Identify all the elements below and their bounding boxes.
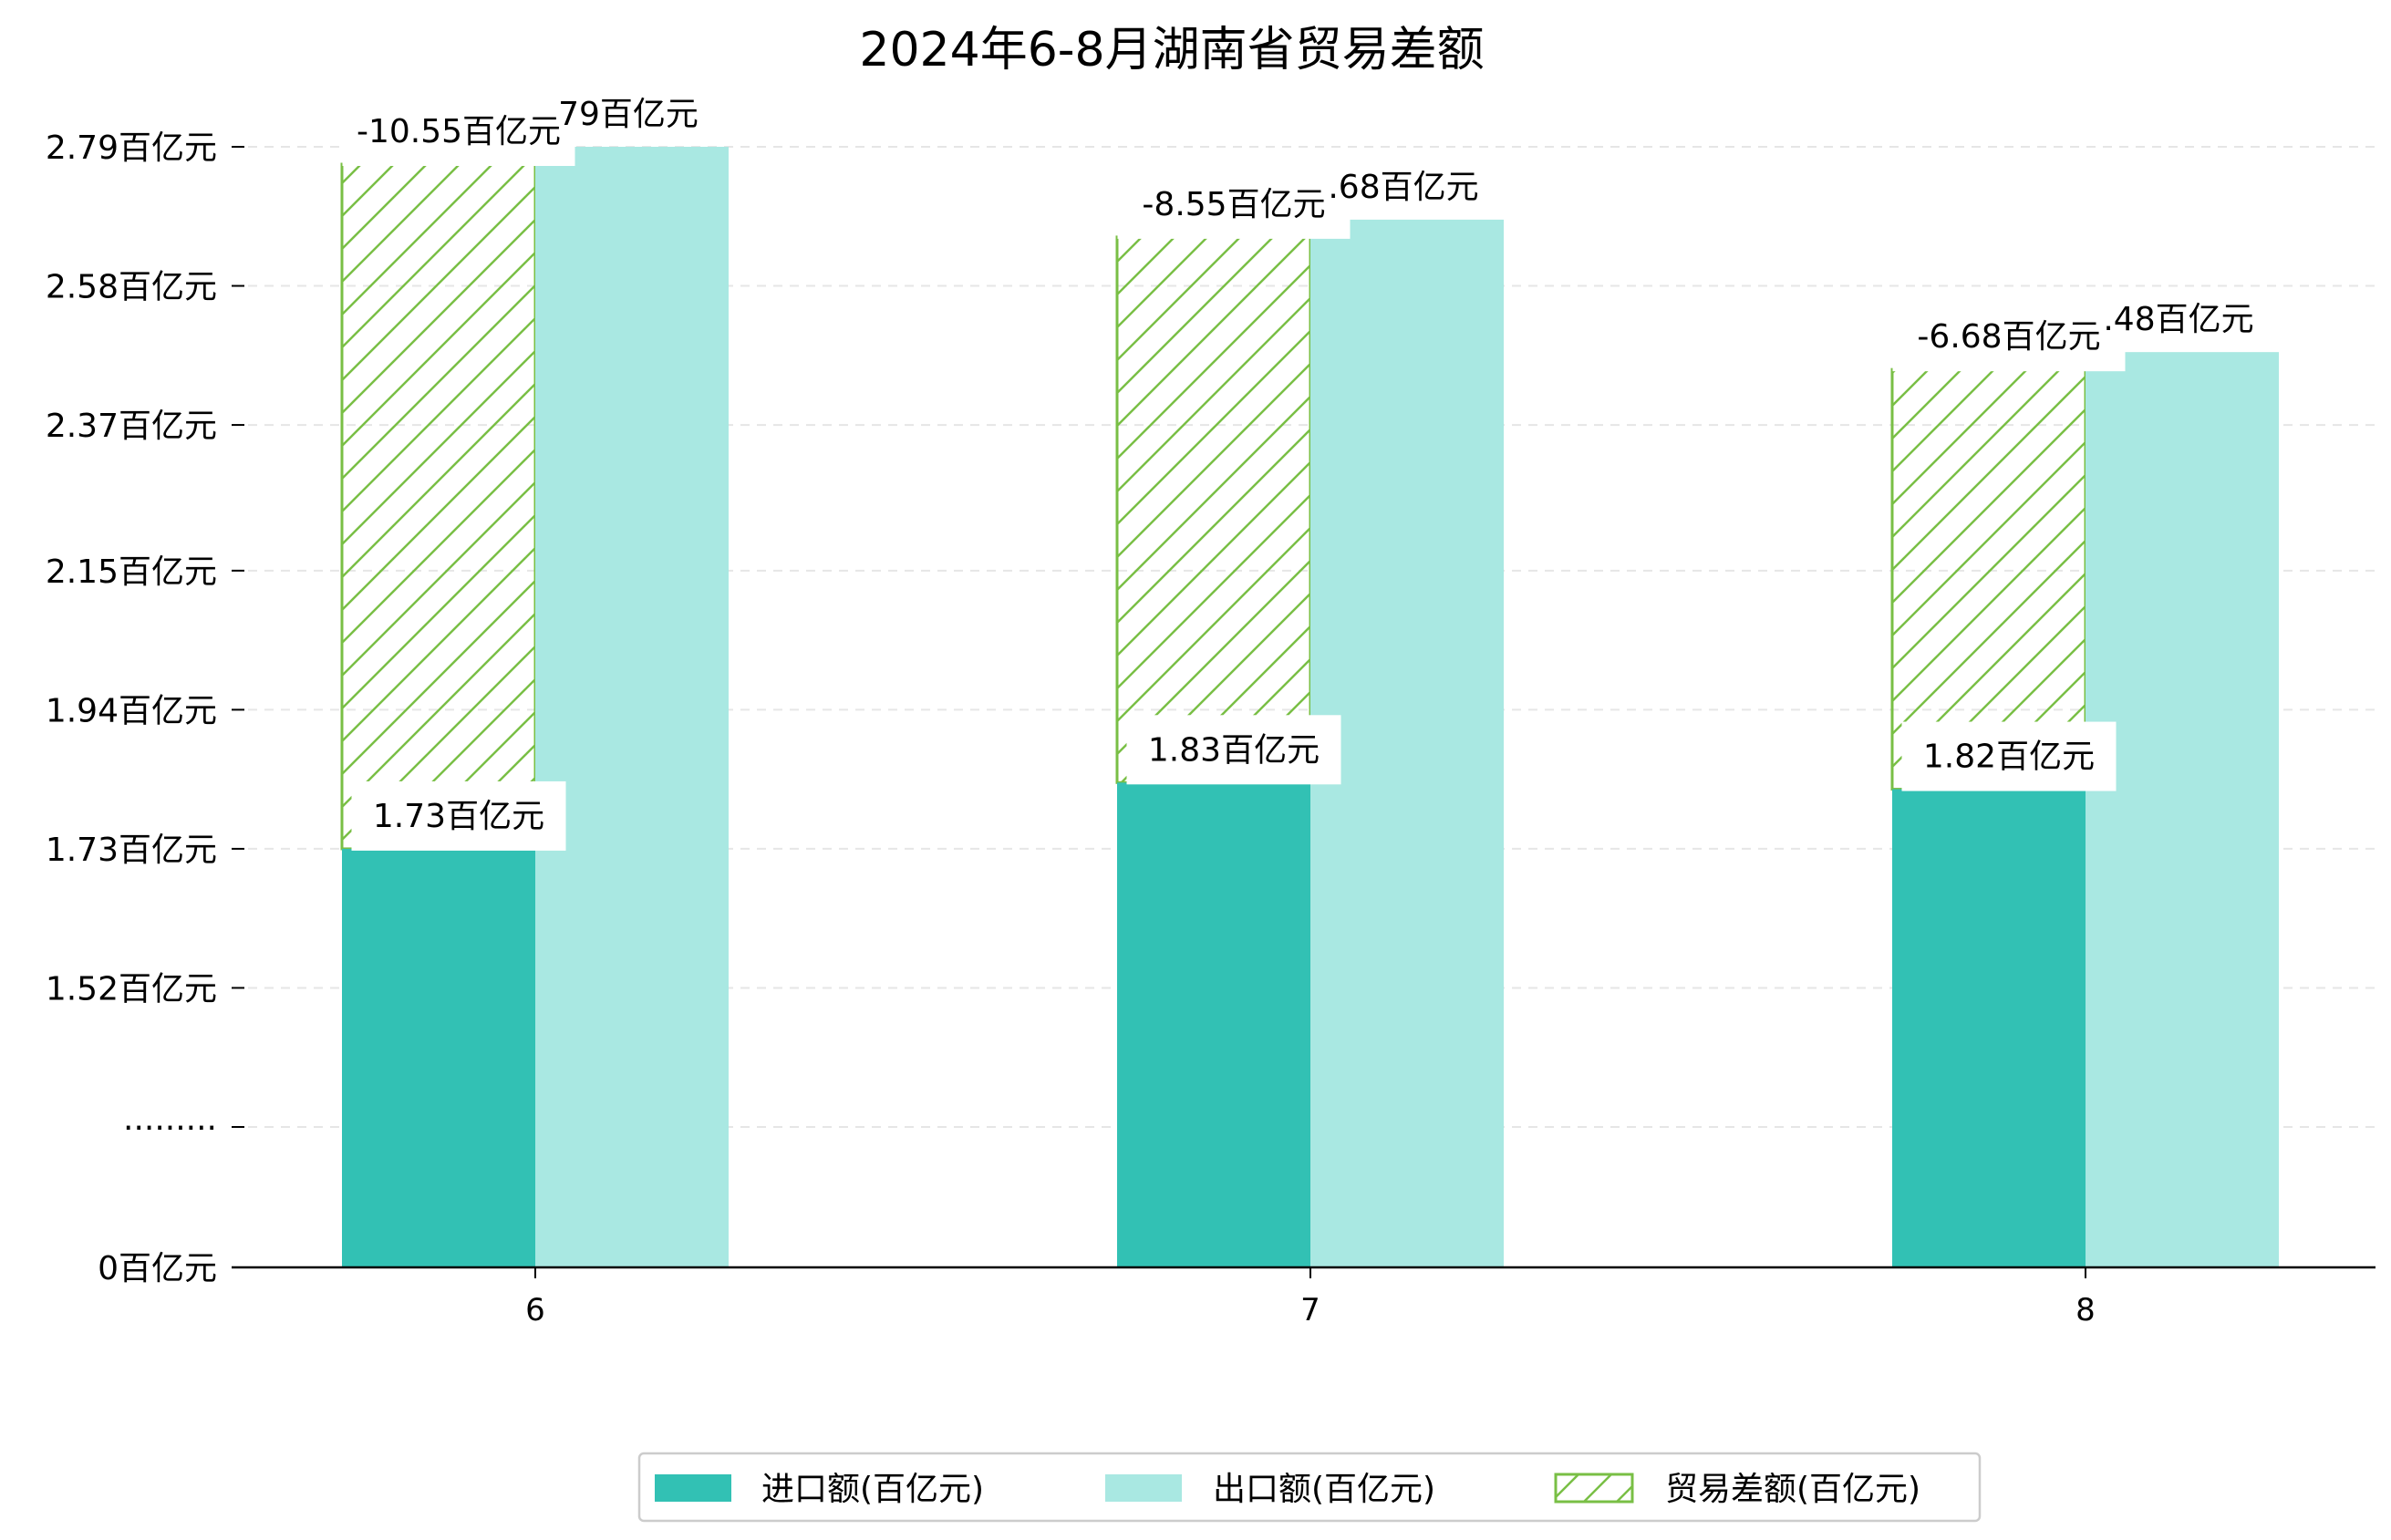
y-tick-label: 0百亿元 xyxy=(98,1250,217,1287)
bar-export xyxy=(1310,219,1504,1267)
legend-label: 出口额(百亿元) xyxy=(1213,1471,1435,1508)
legend: 进口额(百亿元) 出口额(百亿元) 贸易差额(百亿元) xyxy=(637,1452,1982,1523)
legend-label: 进口额(百亿元) xyxy=(761,1471,984,1508)
bar-import xyxy=(342,848,535,1267)
y-axis-ticks: 0百亿元 ········· 1.52百亿元 1.73百亿元 1.94百亿元 2.15百亿… xyxy=(46,129,244,1287)
bar-export xyxy=(2086,352,2279,1267)
trade-balance-value-label: -8.55百亿元 xyxy=(1142,186,1325,223)
legend-swatch xyxy=(1554,1473,1634,1504)
legend-label: 贸易差额(百亿元) xyxy=(1665,1471,1920,1508)
bar-export xyxy=(535,147,729,1267)
chart-title: 2024年6-8月湖南省贸易差额 xyxy=(859,23,1484,78)
bar-trade-balance xyxy=(340,162,537,851)
y-tick-label: 1.94百亿元 xyxy=(46,692,217,729)
y-tick-label: 2.79百亿元 xyxy=(46,129,217,167)
x-tick-label: 6 xyxy=(525,1292,545,1328)
export-value-label: .68百亿元 xyxy=(1328,169,1478,206)
import-value-label-bg xyxy=(1126,715,1341,785)
import-value-label: 1.82百亿元 xyxy=(1923,739,2095,776)
export-value-label: 79百亿元 xyxy=(558,96,699,133)
trade-balance-value-label-bg xyxy=(342,97,575,166)
y-tick-label: 2.37百亿元 xyxy=(46,408,217,445)
bars xyxy=(340,147,2279,1267)
trade-balance-value-label-bg xyxy=(1117,169,1351,239)
import-value-label: 1.73百亿元 xyxy=(373,798,544,835)
x-axis: 6 7 8 xyxy=(232,1266,2375,1328)
x-tick-label: 8 xyxy=(2075,1292,2096,1328)
trade-balance-value-label-bg xyxy=(1892,302,2126,372)
y-tick-label: 1.73百亿元 xyxy=(46,832,217,869)
bar-trade-balance xyxy=(1115,235,1312,784)
import-value-label-bg xyxy=(1901,721,2117,791)
y-tick-label: 1.52百亿元 xyxy=(46,970,217,1008)
y-tick-label: 2.58百亿元 xyxy=(46,269,217,306)
y-tick-label: ········· xyxy=(123,1110,217,1147)
bar-import xyxy=(1892,789,2086,1267)
x-tick-label: 7 xyxy=(1300,1292,1320,1328)
trade-balance-value-label: -10.55百亿元 xyxy=(357,113,561,150)
import-value-label-bg xyxy=(351,780,566,851)
y-tick-label: 2.15百亿元 xyxy=(46,553,217,591)
export-value-label: .48百亿元 xyxy=(2103,301,2253,338)
legend-box xyxy=(637,1452,1982,1523)
import-value-label: 1.83百亿元 xyxy=(1148,731,1320,769)
legend-swatch xyxy=(655,1474,731,1502)
legend-swatch xyxy=(1105,1474,1182,1502)
trade-balance-value-label: -6.68百亿元 xyxy=(1917,318,2100,356)
bar-import xyxy=(1117,782,1310,1267)
